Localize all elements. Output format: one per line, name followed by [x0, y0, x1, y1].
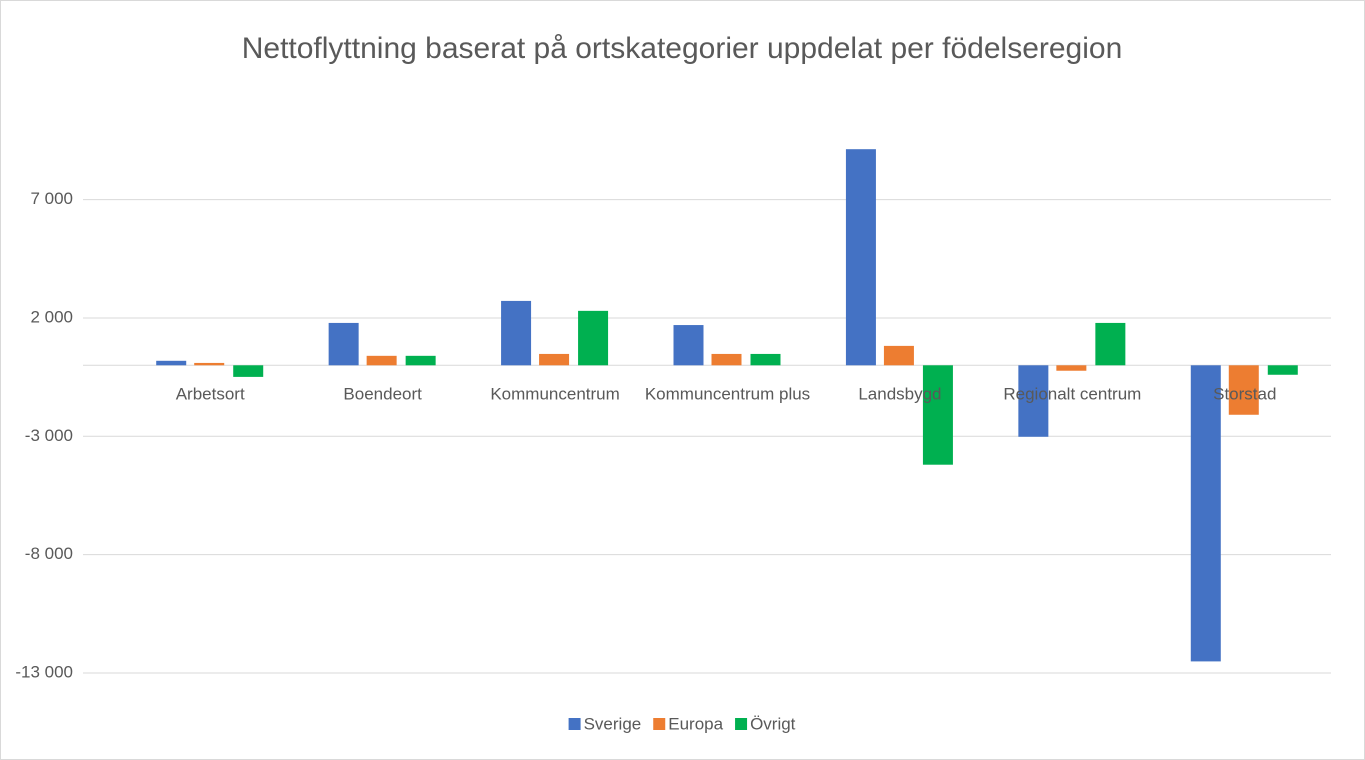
x-tick-label: Arbetsort: [176, 384, 245, 403]
legend-label: Sverige: [584, 714, 642, 733]
bar: [1228, 365, 1259, 415]
bar: [1018, 365, 1049, 437]
bar: [845, 149, 876, 366]
legend-swatch: [568, 718, 581, 730]
bar: [539, 353, 570, 366]
y-tick-label: -8 000: [25, 544, 73, 563]
y-tick-label: -3 000: [25, 426, 73, 445]
bar: [1267, 365, 1298, 375]
y-tick-label: 2 000: [30, 307, 73, 326]
bar: [156, 360, 187, 366]
bar: [194, 362, 225, 366]
bar: [501, 300, 532, 366]
bar: [1056, 365, 1087, 371]
x-tick-label: Storstad: [1213, 384, 1276, 403]
x-tick-label: Landsbygd: [858, 384, 941, 403]
bar: [578, 310, 609, 366]
bar: [405, 355, 436, 366]
bar: [366, 355, 397, 366]
x-tick-label: Boendeort: [343, 384, 422, 403]
bar: [711, 353, 742, 366]
bar: [673, 325, 704, 366]
legend: Sverige Europa Övrigt: [568, 714, 796, 733]
bar: [328, 322, 359, 366]
y-tick-label: 7 000: [30, 189, 73, 208]
legend-label: Övrigt: [750, 714, 796, 733]
x-tick-label: Kommuncentrum: [490, 384, 619, 403]
y-tick-label: -13 000: [15, 662, 73, 681]
legend-label: Europa: [668, 714, 723, 733]
bar: [750, 353, 781, 366]
bar: [1190, 365, 1221, 662]
chart-title: Nettoflyttning baserat på ortskategorier…: [242, 32, 1123, 65]
bar: [1095, 322, 1126, 366]
legend-swatch: [653, 718, 666, 730]
bar: [922, 365, 953, 465]
bar: [883, 345, 914, 366]
x-tick-label: Regionalt centrum: [1003, 384, 1141, 403]
bar: [233, 365, 264, 377]
x-tick-label: Kommuncentrum plus: [645, 384, 810, 403]
legend-swatch: [735, 718, 748, 730]
